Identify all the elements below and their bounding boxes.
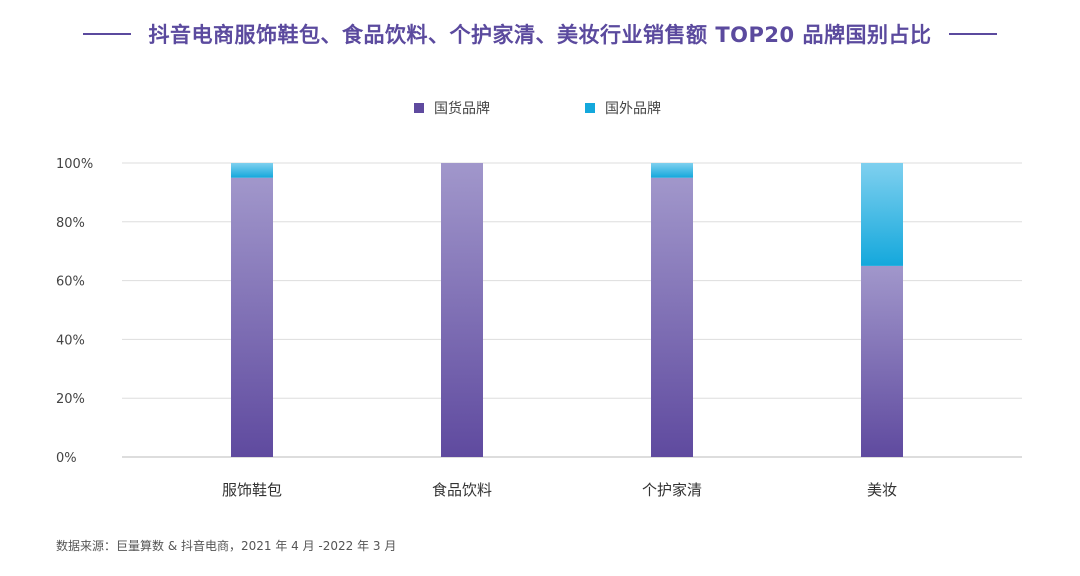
bar-segment-domestic (231, 177, 273, 457)
x-tick-label: 个护家清 (642, 481, 702, 499)
chart-title: 抖音电商服饰鞋包、食品饮料、个护家清、美妆行业销售额 TOP20 品牌国别占比 (148, 23, 932, 47)
legend-swatch-domestic (414, 103, 424, 113)
source-note: 数据来源：巨量算数 & 抖音电商，2021 年 4 月 -2022 年 3 月 (56, 539, 397, 553)
legend-label-domestic: 国货品牌 (434, 100, 490, 117)
x-tick-label: 服饰鞋包 (222, 481, 282, 499)
x-axis-ticks: 服饰鞋包 食品饮料 个护家清 美妆 (222, 481, 897, 499)
title-decor-line-right (949, 33, 998, 35)
title-decor-line-left (82, 33, 131, 35)
y-axis-ticks: 0% 20% 40% 60% 80% 100% (56, 157, 93, 466)
x-tick-label: 美妆 (867, 481, 897, 499)
y-tick-label: 40% (56, 333, 85, 348)
y-tick-label: 0% (56, 451, 77, 466)
bar-segment-domestic (651, 177, 693, 457)
y-tick-label: 60% (56, 275, 85, 290)
bar-segment-foreign (861, 163, 903, 266)
y-tick-label: 100% (56, 157, 93, 172)
bar-segment-domestic (441, 163, 483, 457)
legend-label-foreign: 国外品牌 (605, 100, 661, 117)
x-tick-label: 食品饮料 (432, 481, 492, 499)
legend-swatch-foreign (585, 103, 595, 113)
bars (231, 163, 903, 457)
bar-segment-foreign (231, 163, 273, 178)
y-tick-label: 20% (56, 392, 85, 407)
y-tick-label: 80% (56, 216, 85, 231)
bar-segment-foreign (651, 163, 693, 178)
bar-segment-domestic (861, 265, 903, 457)
title-row: 抖音电商服饰鞋包、食品饮料、个护家清、美妆行业销售额 TOP20 品牌国别占比 (0, 18, 1080, 50)
legend: 国货品牌 国外品牌 (414, 100, 661, 117)
